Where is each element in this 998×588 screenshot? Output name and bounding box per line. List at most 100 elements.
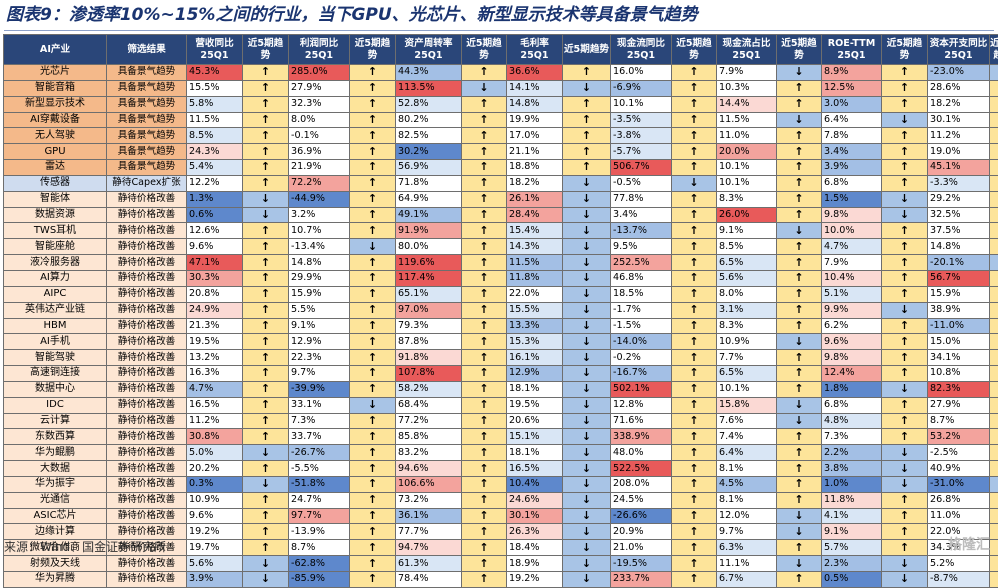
trend-up-icon: ↑ xyxy=(990,524,998,540)
metric-value-cell: 32.5% xyxy=(928,207,990,223)
trend-up-icon: ↑ xyxy=(990,397,998,413)
trend-up-icon: ↑ xyxy=(462,413,507,429)
industry-name-cell: AI算力 xyxy=(4,270,107,286)
metric-value-cell: 6.4% xyxy=(822,112,882,128)
trend-up-icon: ↑ xyxy=(350,429,396,445)
metric-value-cell: 2.2% xyxy=(822,445,882,461)
column-header: 近5期趋势 xyxy=(990,35,998,65)
trend-up-icon: ↑ xyxy=(243,112,289,128)
trend-up-icon: ↑ xyxy=(672,318,717,334)
metric-value-cell: 56.7% xyxy=(928,270,990,286)
industry-name-cell: AI手机 xyxy=(4,334,107,350)
metric-value-cell: 30.1% xyxy=(507,508,563,524)
metric-value-cell: 9.6% xyxy=(187,508,243,524)
metric-value-cell: 33.1% xyxy=(289,397,350,413)
trend-down-icon: ↓ xyxy=(882,445,928,461)
industry-name-cell: 英伟达产业链 xyxy=(4,302,107,318)
trend-up-icon: ↑ xyxy=(243,334,289,350)
industry-name-cell: 光通信 xyxy=(4,492,107,508)
metric-value-cell: 33.7% xyxy=(289,429,350,445)
metric-value-cell: 6.7% xyxy=(717,572,777,588)
screening-result-cell: 静待价格改善 xyxy=(107,445,187,461)
trend-up-icon: ↑ xyxy=(672,429,717,445)
trend-up-icon: ↑ xyxy=(462,191,507,207)
industry-name-cell: AI穿戴设备 xyxy=(4,112,107,128)
metric-value-cell: 19.0% xyxy=(928,144,990,160)
trend-up-icon: ↑ xyxy=(243,175,289,191)
screening-result-cell: 具备景气趋势 xyxy=(107,65,187,81)
column-header: 近5期趋势 xyxy=(462,35,507,65)
screening-result-cell: 静待价格改善 xyxy=(107,397,187,413)
metric-value-cell: 53.2% xyxy=(928,429,990,445)
trend-up-icon: ↑ xyxy=(350,350,396,366)
trend-up-icon: ↑ xyxy=(777,160,822,176)
metric-value-cell: 49.1% xyxy=(396,207,462,223)
metric-value-cell: 9.1% xyxy=(717,223,777,239)
trend-up-icon: ↑ xyxy=(672,144,717,160)
metric-value-cell: 3.9% xyxy=(187,572,243,588)
metric-value-cell: 11.8% xyxy=(507,270,563,286)
industry-name-cell: 液冷服务器 xyxy=(4,255,107,271)
trend-up-icon: ↑ xyxy=(882,65,928,81)
metric-value-cell: 3.2% xyxy=(289,207,350,223)
metric-value-cell: 34.1% xyxy=(928,350,990,366)
trend-up-icon: ↑ xyxy=(990,112,998,128)
metric-value-cell: 12.9% xyxy=(507,366,563,382)
metric-value-cell: -85.9% xyxy=(289,572,350,588)
trend-up-icon: ↑ xyxy=(243,492,289,508)
trend-down-icon: ↓ xyxy=(563,508,611,524)
column-header: 近5期趋势 xyxy=(563,35,611,65)
trend-up-icon: ↑ xyxy=(672,65,717,81)
metric-value-cell: 45.3% xyxy=(187,65,243,81)
screening-result-cell: 静待价格改善 xyxy=(107,381,187,397)
trend-up-icon: ↑ xyxy=(243,350,289,366)
metric-value-cell: 7.3% xyxy=(289,413,350,429)
trend-up-icon: ↑ xyxy=(350,572,396,588)
trend-down-icon: ↓ xyxy=(777,334,822,350)
metric-value-cell: 20.6% xyxy=(507,413,563,429)
metric-value-cell: 3.8% xyxy=(822,461,882,477)
trend-up-icon: ↑ xyxy=(672,572,717,588)
metric-value-cell: 338.9% xyxy=(611,429,672,445)
metric-value-cell: 233.7% xyxy=(611,572,672,588)
trend-up-icon: ↑ xyxy=(882,80,928,96)
industry-name-cell: 传感器 xyxy=(4,175,107,191)
metric-value-cell: 15.1% xyxy=(507,429,563,445)
trend-up-icon: ↑ xyxy=(777,255,822,271)
trend-up-icon: ↑ xyxy=(672,160,717,176)
metric-value-cell: 21.3% xyxy=(187,318,243,334)
metric-value-cell: 12.2% xyxy=(187,175,243,191)
trend-up-icon: ↑ xyxy=(462,318,507,334)
metric-value-cell: 1.8% xyxy=(822,381,882,397)
metric-value-cell: -2.5% xyxy=(928,445,990,461)
metric-value-cell: -62.8% xyxy=(289,556,350,572)
metric-value-cell: 14.8% xyxy=(507,96,563,112)
trend-up-icon: ↑ xyxy=(243,160,289,176)
trend-up-icon: ↑ xyxy=(462,334,507,350)
metric-value-cell: 15.0% xyxy=(928,334,990,350)
metric-value-cell: -0.1% xyxy=(289,128,350,144)
metric-value-cell: 285.0% xyxy=(289,65,350,81)
industry-name-cell: 云计算 xyxy=(4,413,107,429)
trend-up-icon: ↑ xyxy=(672,96,717,112)
metric-value-cell: 10.0% xyxy=(822,223,882,239)
metric-value-cell: 15.5% xyxy=(187,80,243,96)
trend-down-icon: ↓ xyxy=(990,65,998,81)
screening-result-cell: 静待价格改善 xyxy=(107,334,187,350)
industry-name-cell: IDC xyxy=(4,397,107,413)
trend-up-icon: ↑ xyxy=(777,492,822,508)
metric-value-cell: 208.0% xyxy=(611,476,672,492)
metric-value-cell: 20.2% xyxy=(187,461,243,477)
trend-up-icon: ↑ xyxy=(672,270,717,286)
trend-up-icon: ↑ xyxy=(243,96,289,112)
metric-value-cell: 9.7% xyxy=(289,366,350,382)
metric-value-cell: 12.5% xyxy=(822,80,882,96)
industry-name-cell: 数据中心 xyxy=(4,381,107,397)
metric-value-cell: -1.7% xyxy=(611,302,672,318)
trend-down-icon: ↓ xyxy=(882,572,928,588)
